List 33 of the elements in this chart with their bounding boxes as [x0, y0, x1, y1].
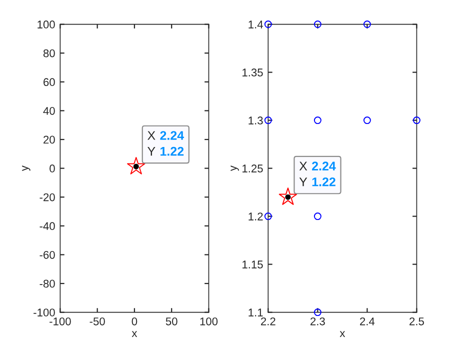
x-tick-label: 2.2: [260, 317, 276, 326]
x-tick-label: -100: [50, 317, 71, 326]
y-tick-label: -60: [40, 250, 55, 259]
x-axis-title: x: [132, 331, 138, 337]
x-tick-label: 2.4: [360, 317, 375, 326]
y-tick-label: 60: [44, 78, 55, 86]
x-tick-label: 100: [200, 317, 218, 326]
y-tick-label: 1.25: [242, 164, 263, 172]
y-tick-label: 1.35: [242, 68, 263, 76]
y-axis-title: y: [230, 166, 239, 172]
annotation: X 2.24 Y 1.22: [299, 162, 336, 186]
y-tick-label: -20: [40, 193, 55, 202]
x-tick-label: 0: [132, 317, 138, 326]
y-tick-label: 80: [43, 49, 55, 58]
y-tick-label: 40: [43, 106, 55, 115]
y-tick-label: 20: [44, 136, 55, 144]
y-tick-label: 1.4: [248, 20, 263, 28]
x-tick-label: 2.5: [410, 317, 424, 326]
y-tick-label: -80: [40, 280, 55, 288]
x-tick-label: 2.3: [310, 317, 325, 326]
y-tick-label: 1.1: [248, 308, 263, 316]
y-tick-label: -100: [34, 308, 55, 316]
y-tick-label: 1.15: [242, 260, 263, 268]
y-tick-label: 1.3: [248, 116, 263, 124]
x-tick-label: -50: [90, 317, 105, 326]
y-tick-label: -40: [40, 222, 55, 230]
y-axis-title: y: [22, 166, 30, 172]
y-tick-label: 100: [38, 20, 55, 28]
y-tick-label: 0: [50, 164, 55, 172]
y-tick-label: 1.2: [248, 212, 263, 220]
x-axis-title: x: [340, 331, 346, 337]
annotation: X 2.24 Y 1.22: [148, 131, 184, 156]
x-tick-label: 50: [166, 317, 178, 326]
